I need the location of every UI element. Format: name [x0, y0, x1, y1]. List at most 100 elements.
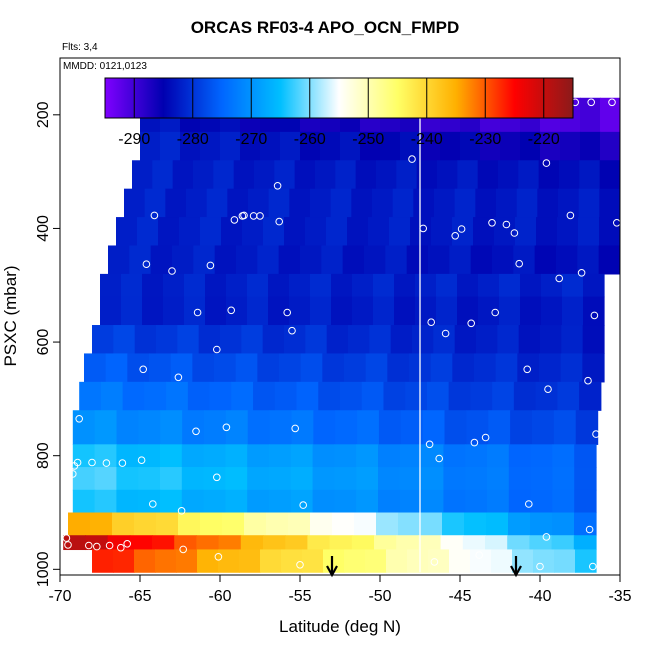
heatmap-cell [574, 467, 597, 491]
heatmap-cell [92, 325, 114, 355]
sample-point [523, 365, 532, 374]
heatmap-cell [312, 489, 335, 514]
sample-point [608, 98, 616, 107]
heatmap-cell [152, 535, 175, 551]
heatmap-cell [398, 512, 421, 536]
heatmap-cell [274, 160, 296, 190]
heatmap-cell [573, 535, 597, 551]
heatmap-cell [357, 410, 380, 445]
heatmap-cell [577, 245, 600, 275]
heatmap-cell [132, 160, 153, 190]
heatmap-cell [368, 217, 390, 247]
heatmap-cell [396, 160, 418, 190]
heatmap-cell [487, 444, 510, 468]
sample-point [435, 454, 444, 463]
heatmap-cell [269, 444, 292, 468]
sample-point [584, 376, 592, 385]
sample-point [451, 232, 460, 240]
sample-point [118, 459, 127, 467]
heatmap-cell [518, 325, 541, 355]
heatmap-cell [487, 489, 510, 514]
heatmap-cell [331, 273, 353, 298]
colorbar-tick-label: -260 [294, 131, 326, 148]
heatmap-cell [300, 353, 323, 383]
heatmap-cell [497, 325, 520, 355]
heatmap-cell [72, 410, 96, 445]
heatmap-cell [534, 245, 557, 275]
sample-point [555, 274, 564, 283]
colorbar-tick-label: -240 [411, 131, 443, 148]
heatmap-cell [387, 353, 410, 383]
dates-note: MMDD: 0121,0123 [63, 61, 147, 72]
heatmap-cell [532, 410, 555, 445]
sample-point [296, 561, 304, 569]
heatmap-cell [203, 489, 226, 514]
heatmap-cell [116, 217, 138, 247]
colorbar-tick-label: -250 [352, 131, 384, 148]
y-tick-label: 200 [35, 101, 52, 128]
heatmap-cell [63, 535, 86, 551]
heatmap-cell [156, 512, 179, 536]
heatmap-cell [552, 489, 575, 514]
heatmap-cell [269, 489, 292, 514]
heatmap-cell [179, 217, 201, 247]
heatmap-cell [160, 131, 181, 161]
heatmap-cell [495, 353, 518, 383]
heatmap-cell [378, 467, 401, 491]
heatmap-cell [500, 131, 521, 161]
sample-point [481, 433, 490, 442]
heatmap-cell [290, 444, 314, 468]
heatmap-cell [134, 325, 157, 355]
sample-point [168, 267, 176, 275]
sample-point [213, 473, 221, 482]
heatmap-cell [166, 381, 189, 411]
sample-point [515, 259, 524, 268]
heatmap-cell [537, 188, 559, 218]
heatmap-cell [334, 489, 357, 514]
heatmap-cell [214, 353, 237, 383]
sample-point [542, 159, 551, 167]
y-tick-label: 600 [35, 329, 52, 356]
heatmap-cell [530, 467, 553, 491]
heatmap-cell [284, 217, 306, 247]
heatmap-cell [127, 353, 150, 383]
heatmap-cell [378, 444, 401, 468]
sample-point [488, 219, 496, 227]
heatmap-cell [269, 467, 292, 491]
heatmap-cell [79, 381, 102, 411]
sample-point [291, 424, 300, 433]
heatmap-cell [176, 549, 198, 573]
sample-point [62, 534, 71, 542]
heatmap-cell [389, 217, 411, 247]
heatmap-cell [186, 188, 208, 218]
sample-point [590, 311, 599, 320]
heatmap-cell [340, 381, 363, 411]
heatmap-cell [203, 467, 226, 491]
heatmap-cell [380, 131, 401, 161]
heatmap-cell [355, 160, 377, 190]
heatmap-cell [579, 381, 602, 411]
heatmap-cell [178, 512, 201, 536]
colorbar-tick-label: -280 [177, 131, 209, 148]
heatmap-cell [331, 296, 353, 326]
sample-point [525, 500, 533, 508]
heatmap-cell [206, 188, 228, 218]
heatmap-cell [360, 131, 381, 161]
heatmap-cell [244, 512, 267, 536]
heatmap-cell [160, 410, 183, 445]
heatmap-cell [540, 131, 561, 161]
heatmap-cell [460, 131, 481, 161]
heatmap-cell [348, 325, 370, 355]
heatmap-cell [352, 273, 374, 298]
heatmap-cell [515, 217, 537, 247]
heatmap-cell [430, 353, 453, 383]
heatmap-cell [72, 467, 96, 491]
heatmap-cell [541, 296, 563, 326]
heatmap-cell [100, 296, 122, 326]
heatmap-cell [218, 549, 240, 573]
heatmap-cell [112, 512, 135, 536]
sample-point [419, 224, 428, 233]
sample-point [102, 459, 111, 467]
